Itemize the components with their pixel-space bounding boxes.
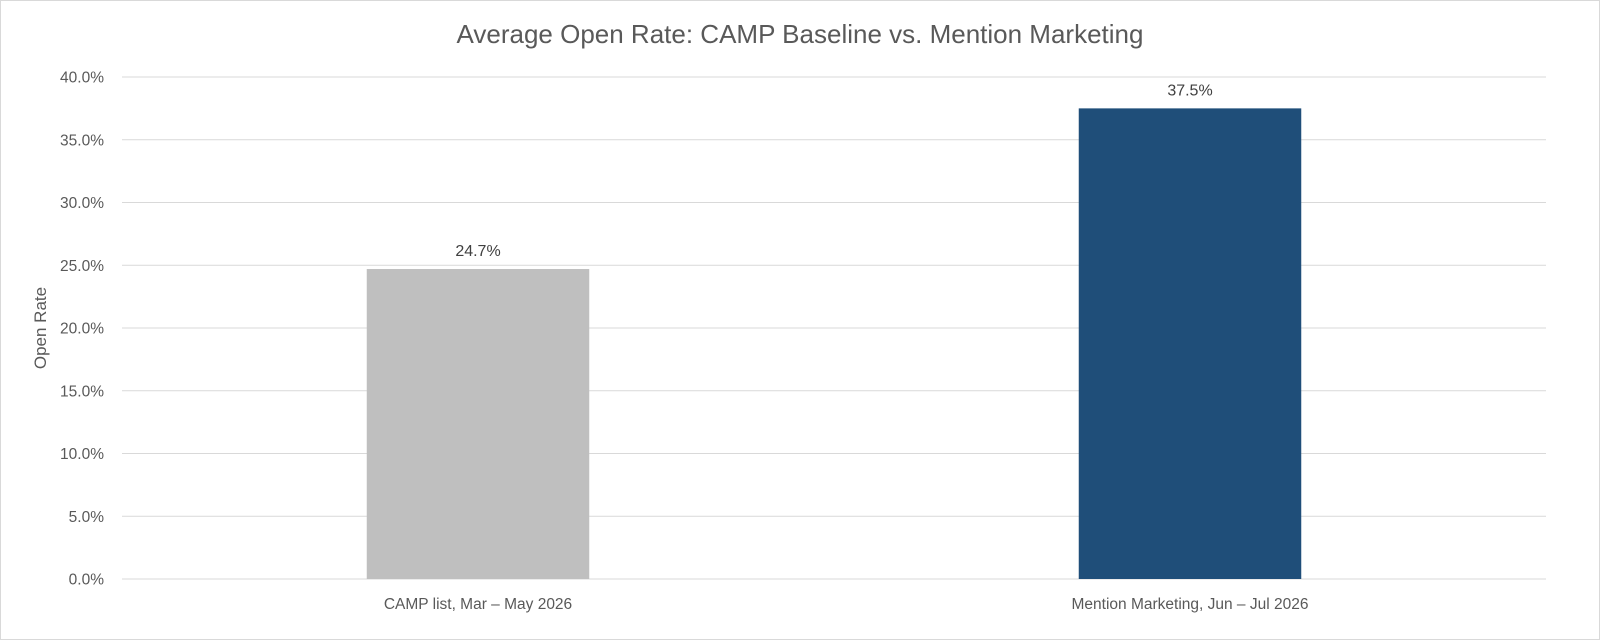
y-tick-label: 15.0%	[60, 383, 104, 400]
gridlines	[122, 76, 1546, 580]
y-tick-label: 5.0%	[69, 509, 105, 526]
y-tick-label: 0.0%	[69, 572, 105, 589]
y-tick-label: 25.0%	[60, 258, 104, 275]
x-axis-ticks: CAMP list, Mar – May 2026 Mention Marketi…	[384, 596, 1309, 613]
data-labels: 24.7% 37.5%	[455, 82, 1212, 260]
y-tick-label: 30.0%	[60, 195, 104, 212]
y-tick-label: 10.0%	[60, 446, 104, 463]
chart-title: Average Open Rate: CAMP Baseline vs. Men…	[457, 19, 1144, 49]
data-label: 37.5%	[1167, 82, 1212, 99]
y-tick-label: 40.0%	[60, 70, 104, 87]
bar	[1078, 108, 1302, 579]
bar	[366, 269, 590, 579]
y-tick-label: 35.0%	[60, 132, 104, 149]
y-axis-ticks: 0.0% 5.0% 10.0% 15.0% 20.0% 25.0% 30.0% 35.0% 40…	[60, 70, 104, 589]
y-tick-label: 20.0%	[60, 321, 104, 338]
x-tick-label: CAMP list, Mar – May 2026	[384, 596, 572, 613]
data-label: 24.7%	[455, 243, 500, 260]
y-axis-title: Open Rate	[31, 287, 50, 369]
x-tick-label: Mention Marketing, Jun – Jul 2026	[1072, 596, 1309, 613]
bars	[366, 108, 1302, 579]
